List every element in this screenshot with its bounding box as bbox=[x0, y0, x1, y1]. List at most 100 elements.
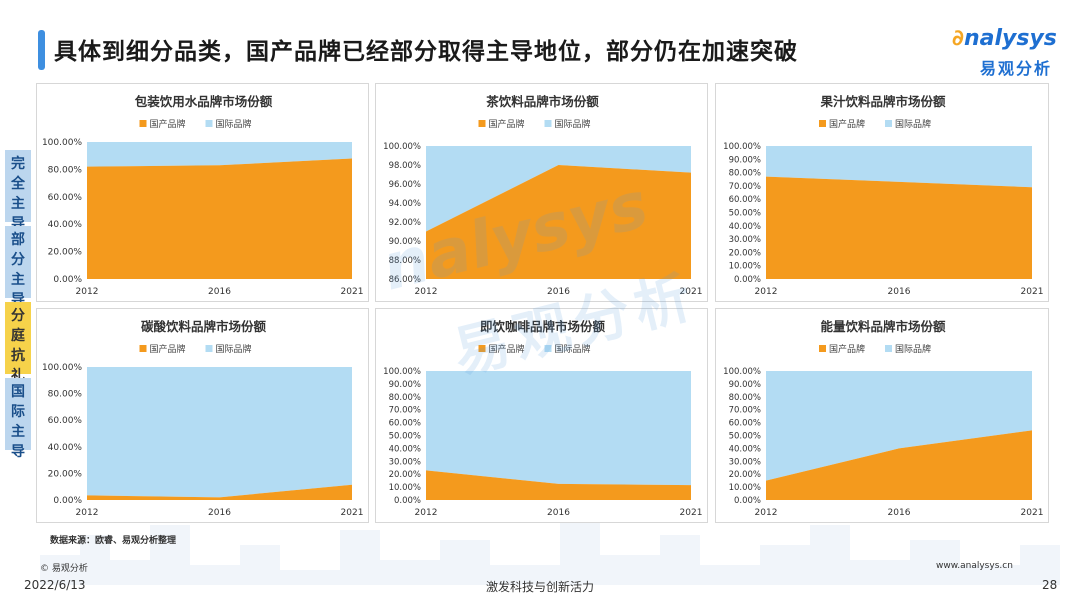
logo-text-cn: 易观分析 bbox=[980, 59, 1053, 78]
chart-title: 茶饮料品牌市场份额 bbox=[485, 94, 599, 109]
side-tab-char: 国 bbox=[11, 384, 25, 400]
side-tab-char: 主 bbox=[11, 424, 25, 440]
side-tab-balanced: 分庭抗礼 bbox=[5, 302, 31, 384]
page-title: 具体到细分品类，国产品牌已经部分取得主导地位，部分仍在加速突破 bbox=[54, 39, 798, 65]
legend-label: 国际品牌 bbox=[555, 343, 591, 355]
legend-swatch bbox=[885, 120, 892, 127]
y-tick-label: 20.00% bbox=[48, 248, 83, 258]
copyright-text: © 易观分析 bbox=[40, 564, 88, 574]
y-tick-label: 0.00% bbox=[53, 275, 82, 285]
x-tick-label: 2016 bbox=[547, 508, 570, 518]
area-international bbox=[426, 146, 691, 232]
legend-label: 国际品牌 bbox=[895, 118, 931, 130]
x-tick-label: 2012 bbox=[755, 287, 778, 297]
side-tab-international-dominance: 国际主导 bbox=[5, 378, 31, 460]
y-tick-label: 80.00% bbox=[729, 393, 761, 403]
y-tick-label: 10.00% bbox=[729, 483, 761, 493]
legend-swatch bbox=[478, 120, 486, 127]
y-tick-label: 70.00% bbox=[389, 406, 421, 416]
y-tick-label: 20.00% bbox=[729, 470, 761, 480]
x-tick-label: 2016 bbox=[888, 287, 911, 297]
x-tick-label: 2021 bbox=[341, 287, 364, 297]
x-tick-label: 2021 bbox=[680, 508, 703, 518]
x-tick-label: 2021 bbox=[1021, 287, 1044, 297]
x-tick-label: 2021 bbox=[341, 508, 364, 518]
y-tick-label: 40.00% bbox=[389, 444, 421, 454]
y-tick-label: 60.00% bbox=[389, 419, 421, 429]
y-tick-label: 100.00% bbox=[723, 142, 761, 152]
legend-label: 国际品牌 bbox=[895, 343, 931, 355]
side-tab-char: 际 bbox=[11, 404, 25, 420]
legend-swatch bbox=[478, 345, 486, 352]
side-tab-char: 部 bbox=[11, 232, 25, 248]
y-tick-label: 88.00% bbox=[389, 256, 421, 266]
legend-swatch bbox=[544, 345, 552, 352]
y-tick-label: 50.00% bbox=[389, 432, 421, 442]
legend-swatch bbox=[205, 345, 213, 352]
y-tick-label: 30.00% bbox=[729, 235, 761, 245]
y-tick-label: 60.00% bbox=[729, 419, 761, 429]
y-tick-label: 20.00% bbox=[729, 248, 761, 258]
footer-slogan: 激发科技与创新活力 bbox=[485, 580, 594, 594]
y-tick-label: 20.00% bbox=[389, 470, 421, 480]
logo-swirl-icon: ∂ bbox=[952, 26, 964, 51]
chart-title: 碳酸饮料品牌市场份额 bbox=[141, 319, 267, 334]
chart-title: 能量饮料品牌市场份额 bbox=[820, 319, 946, 334]
y-tick-label: 0.00% bbox=[53, 496, 82, 506]
chart-panel-juice-drinks: 果汁饮料品牌市场份额 国产品牌 国际品牌 0.00% 10.00% 20.00% 30.00… bbox=[715, 83, 1049, 302]
y-tick-label: 70.00% bbox=[729, 406, 761, 416]
area-domestic bbox=[87, 158, 352, 279]
y-tick-label: 100.00% bbox=[42, 363, 82, 373]
legend-label: 国产品牌 bbox=[829, 343, 865, 355]
y-tick-label: 0.00% bbox=[734, 496, 761, 506]
y-tick-label: 100.00% bbox=[42, 138, 82, 148]
legend-label: 国产品牌 bbox=[489, 343, 525, 355]
x-tick-label: 2012 bbox=[415, 508, 438, 518]
x-tick-label: 2012 bbox=[415, 287, 438, 297]
legend-swatch bbox=[544, 120, 552, 127]
y-tick-label: 86.00% bbox=[389, 275, 421, 285]
x-tick-label: 2016 bbox=[208, 287, 231, 297]
x-tick-label: 2016 bbox=[208, 508, 231, 518]
y-tick-label: 60.00% bbox=[48, 193, 83, 203]
legend-swatch bbox=[139, 345, 147, 352]
area-international bbox=[87, 367, 352, 498]
legend-swatch bbox=[819, 345, 826, 352]
y-tick-label: 10.00% bbox=[729, 262, 761, 272]
y-tick-label: 90.00% bbox=[389, 380, 421, 390]
side-tab-char: 完 bbox=[11, 156, 25, 172]
area-international bbox=[766, 146, 1032, 188]
x-tick-label: 2016 bbox=[547, 287, 570, 297]
chart-panel-carbonated-drinks: 碳酸饮料品牌市场份额 国产品牌 国际品牌 0.00% 20.00% 40.00% 60.00… bbox=[36, 308, 369, 523]
y-tick-label: 30.00% bbox=[389, 457, 421, 467]
y-tick-label: 60.00% bbox=[729, 195, 761, 205]
chart-title: 果汁饮料品牌市场份额 bbox=[819, 94, 946, 109]
y-tick-label: 0.00% bbox=[734, 275, 761, 285]
chart-panel-energy-drinks: 能量饮料品牌市场份额 国产品牌 国际品牌 0.00% 10.00% 20.00% 30.00… bbox=[715, 308, 1049, 523]
area-domestic bbox=[766, 430, 1032, 500]
side-tab-char: 抗 bbox=[11, 348, 25, 364]
y-tick-label: 80.00% bbox=[389, 393, 421, 403]
chart-title: 即饮咖啡品牌市场份额 bbox=[480, 319, 606, 334]
side-tab-char: 分 bbox=[11, 252, 25, 268]
y-tick-label: 90.00% bbox=[729, 155, 761, 165]
side-tab-char: 导 bbox=[11, 444, 25, 460]
side-tab-char: 全 bbox=[11, 176, 25, 192]
chart-panel-tea-drinks: 茶饮料品牌市场份额 国产品牌 国际品牌 86.00% 88.00% 90.00% 92.00… bbox=[375, 83, 708, 302]
y-tick-label: 50.00% bbox=[729, 209, 761, 219]
y-tick-label: 96.00% bbox=[389, 180, 421, 190]
side-tab-char: 分 bbox=[11, 308, 25, 324]
page-number: 28 bbox=[1042, 578, 1058, 592]
side-tab-char: 主 bbox=[11, 272, 25, 288]
legend-label: 国际品牌 bbox=[555, 118, 591, 130]
side-tab-char: 庭 bbox=[11, 328, 25, 344]
x-tick-label: 2021 bbox=[1021, 508, 1044, 518]
legend-label: 国际品牌 bbox=[216, 343, 252, 355]
y-tick-label: 10.00% bbox=[389, 483, 421, 493]
area-domestic bbox=[426, 470, 691, 500]
